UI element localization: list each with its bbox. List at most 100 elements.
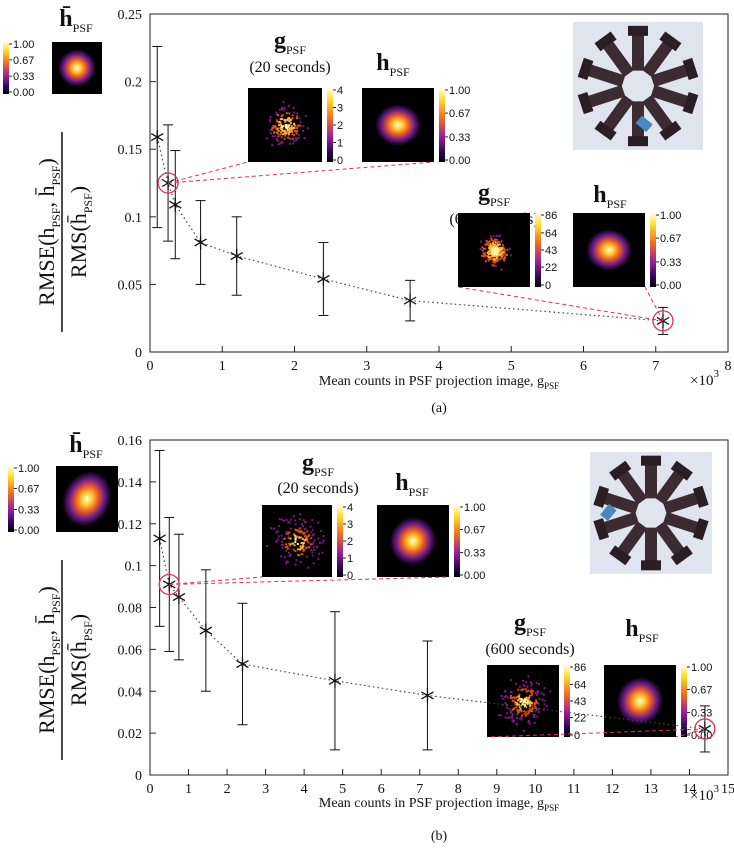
- inset-pixel: [284, 119, 287, 122]
- asterisk-stroke: [199, 626, 213, 635]
- inset-pixel: [481, 246, 484, 249]
- inset-pixel: [487, 259, 490, 262]
- inset-pixel: [290, 518, 293, 521]
- inset-pixel: [534, 705, 537, 708]
- inset-pixel: [500, 254, 503, 257]
- inset-pixel: [497, 235, 500, 238]
- photo-arm-head: [594, 31, 617, 52]
- colorbar-tick-label: 0.00: [660, 280, 681, 292]
- colorbar-tick-label: 3: [337, 103, 343, 115]
- inset-pixel: [486, 242, 489, 245]
- inset-pixel: [275, 540, 278, 543]
- inset-pixel: [278, 517, 281, 520]
- inset-pixel: [527, 698, 530, 701]
- inset-pixel: [280, 518, 283, 521]
- inset-pixel: [279, 121, 282, 124]
- inset-pixel: [311, 554, 314, 557]
- inset-caption: (20 seconds): [249, 59, 330, 76]
- inset-pixel: [505, 712, 508, 715]
- highlight-link: [169, 576, 450, 585]
- inset-pixel: [530, 684, 533, 687]
- x-tick-label: 8: [455, 782, 462, 797]
- inset-pixel: [285, 112, 288, 115]
- x-multiplier-exponent: 3: [713, 783, 719, 795]
- data-point: [328, 673, 342, 688]
- y-tick-label: 0.15: [118, 143, 143, 158]
- inset-pixel: [276, 139, 279, 142]
- colorbar-tick-label: 1.00: [660, 210, 681, 222]
- asterisk-stroke: [153, 534, 166, 543]
- inset-pixel: [526, 701, 529, 704]
- inset-pixel: [536, 692, 539, 695]
- inset-symbol: g: [478, 180, 490, 206]
- inset-pixel: [290, 125, 293, 128]
- inset-pixel: [530, 694, 533, 697]
- inset-pixel: [493, 243, 496, 246]
- y-axis-label: RMSE(hPSF, h̄PSF)RMS(h̄PSF): [34, 132, 95, 332]
- colorbar-tick-label: 43: [574, 696, 586, 708]
- inset-pixel: [302, 541, 305, 544]
- inset-pixel: [291, 542, 294, 545]
- inset-pixel: [297, 529, 300, 532]
- inset-pixel: [533, 702, 536, 705]
- inset-pixel: [492, 235, 495, 238]
- colorbar-tick-label: 0.33: [691, 708, 712, 720]
- inset-pixel: [518, 703, 521, 706]
- inset-blob: [62, 471, 112, 527]
- x-axis-label-subscript: PSF: [544, 381, 559, 391]
- inset-pixel: [530, 688, 533, 691]
- inset-symbol: h: [625, 616, 638, 642]
- inset-symbol: h: [376, 50, 389, 76]
- inset-pixel: [310, 531, 313, 534]
- y-tick-label: 0.04: [118, 685, 143, 700]
- inset-pixel: [532, 713, 535, 716]
- inset-pixel: [536, 690, 539, 693]
- inset-pixel: [530, 701, 533, 704]
- inset-pixel: [489, 252, 492, 255]
- inset-pixel: [286, 547, 289, 550]
- inset-pixel: [293, 134, 296, 137]
- inset-pixel: [500, 240, 503, 243]
- inset-pixel: [297, 133, 300, 136]
- y-label-numerator: RMSE(hPSF, h̄PSF): [34, 158, 63, 306]
- inset-pixel: [513, 700, 516, 703]
- inset-pixel: [310, 537, 313, 540]
- inset-pixel: [496, 246, 499, 249]
- inset-pixel: [512, 696, 515, 699]
- inset-pixel: [312, 562, 315, 565]
- inset-pixel: [535, 701, 538, 704]
- x-tick-label: 8: [725, 359, 732, 374]
- inset-symbol: h̄: [59, 6, 72, 32]
- inset-heading: gPSF: [274, 28, 306, 57]
- inset-pixel: [312, 541, 315, 544]
- x-axis-label-text: Mean counts in PSF projection image, g: [319, 374, 544, 389]
- colorbar-tick-label: 0.00: [464, 570, 485, 582]
- colorbar-tick-label: 0.67: [18, 483, 39, 495]
- y-label-part: RMS(h̄: [66, 213, 91, 278]
- inset-pixel: [484, 252, 487, 255]
- inset-pixel: [292, 142, 295, 145]
- y-label-part: , h̄: [34, 186, 59, 208]
- inset-pixel: [275, 137, 278, 140]
- colorbar-tick-label: 0: [347, 570, 353, 582]
- inset-pixel: [509, 690, 512, 693]
- y-label-part: ): [34, 586, 59, 593]
- inset-pixel: [288, 128, 291, 131]
- y-label-numerator: RMSE(hPSF, h̄PSF): [34, 586, 63, 734]
- inset-pixel: [290, 527, 293, 530]
- inset-pixel: [498, 250, 501, 253]
- inset-pixel: [518, 709, 521, 712]
- x-tick-label: 6: [580, 359, 587, 374]
- inset-pixel: [527, 710, 530, 713]
- inset-pixel: [286, 532, 289, 535]
- inset-pixel: [536, 715, 539, 718]
- inset-subscript: PSF: [314, 465, 334, 479]
- inset-pixel: [497, 248, 500, 251]
- inset-pixel: [499, 247, 502, 250]
- inset-pixel: [503, 249, 506, 252]
- y-tick-label: 0.1: [125, 560, 143, 575]
- inset-pixel: [493, 265, 496, 268]
- inset-pixel: [490, 237, 493, 240]
- inset-pixel: [509, 696, 512, 699]
- x-tick-label: 5: [508, 359, 515, 374]
